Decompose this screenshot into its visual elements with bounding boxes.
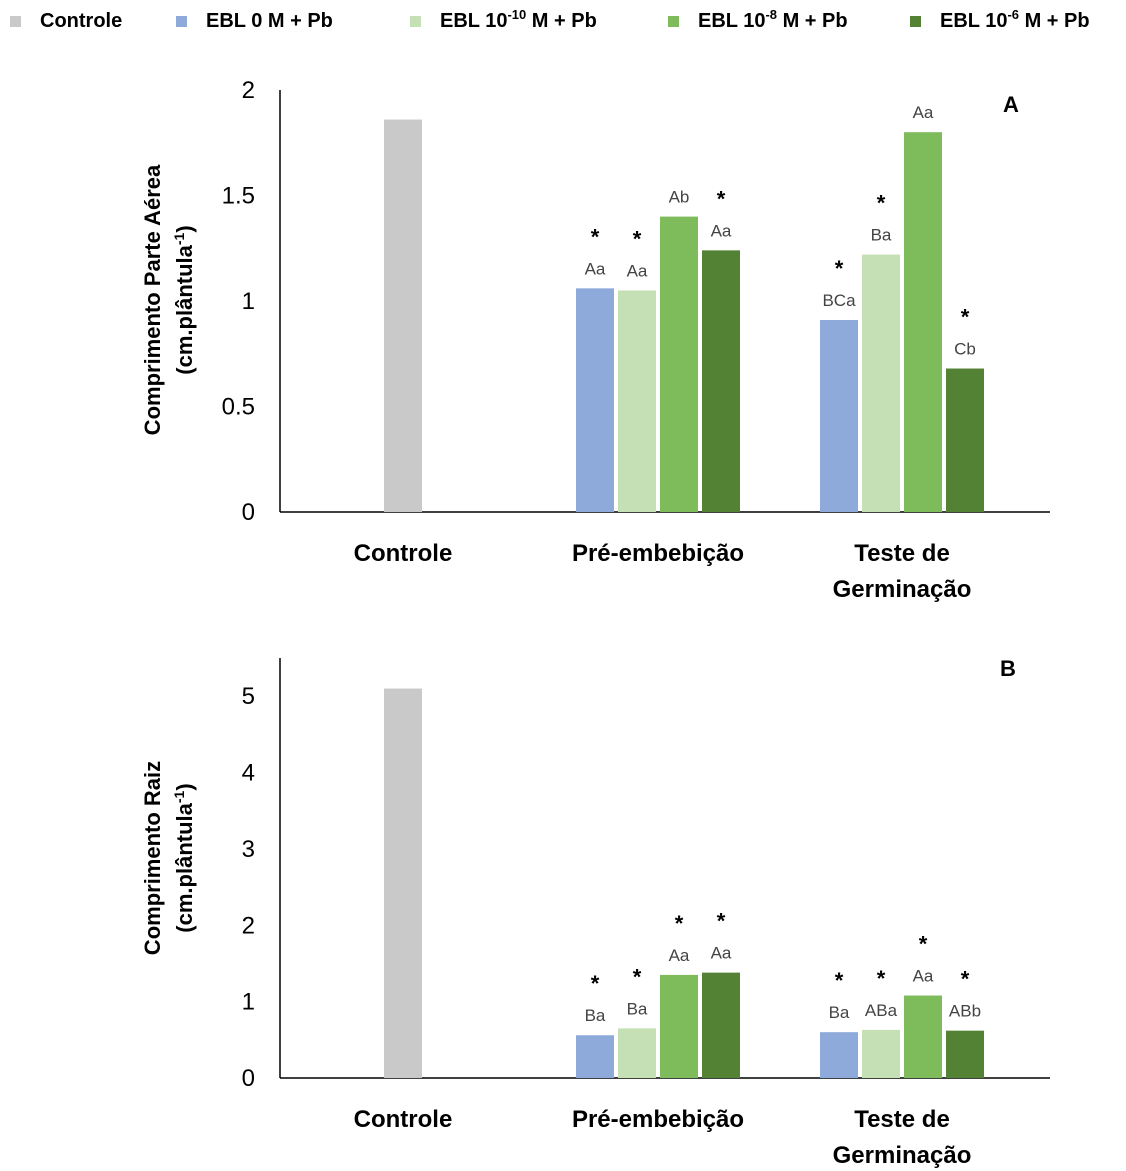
bar [702,250,740,513]
legend-label: EBL 0 M + Pb [206,10,333,32]
bar [384,119,422,512]
bar-letter-label: Aa [913,967,934,986]
y-axis-label: Comprimento Parte Aérea [140,164,165,435]
category-label: Pré-embebição [572,1106,744,1133]
y-tick-label: 0.5 [222,394,255,421]
significance-star: * [675,911,684,936]
significance-star: * [961,967,970,992]
significance-star: * [633,226,642,251]
legend-swatch [10,16,21,27]
bar-letter-label: ABa [865,1001,898,1020]
bar-letter-label: Ba [627,999,648,1018]
category-label: Teste de [854,1106,950,1133]
category-label: Germinação [833,576,972,603]
bar-letter-label: Aa [585,259,606,278]
bar-letter-label: Aa [669,946,690,965]
bar [618,290,656,512]
significance-star: * [835,256,844,281]
legend-label: EBL 10-8 M + Pb [698,7,848,32]
bar [862,254,900,512]
category-label: Teste de [854,540,950,567]
y-tick-label: 5 [242,683,255,710]
bar [384,688,422,1078]
legend-label: EBL 10-10 M + Pb [440,7,597,32]
legend-swatch [668,16,679,27]
legend-label: Controle [40,10,122,32]
bar [904,132,942,512]
bar-letter-label: Ba [829,1003,850,1022]
bar-letter-label: Ba [871,226,892,245]
chart-panel-b: 0 1 2 3 4 5 Comprimento Raiz (cm.plântula-1) B Co… [140,656,1050,1169]
bar [820,1032,858,1078]
bar [660,974,698,1078]
bar [576,288,614,512]
y-tick-label: 1.5 [222,183,255,210]
bar-letter-label: Aa [627,261,648,280]
y-tick-label: 1 [242,989,255,1016]
significance-star: * [961,305,970,330]
bar [618,1028,656,1078]
legend-swatch [410,16,421,27]
y-axis-label: Comprimento Raiz [140,761,165,955]
y-axis-unit-label: (cm.plântula-1) [171,783,197,932]
bar [660,216,698,512]
bar [576,1035,614,1078]
bar-letter-label: BCa [822,291,856,310]
significance-star: * [633,964,642,989]
y-tick-label: 1 [242,288,255,315]
chart-panel-a: 0 0.5 1 1.5 2 Comprimento Parte Aérea (cm.plân… [140,77,1050,603]
bar [820,319,858,512]
y-tick-label: 0 [242,499,255,526]
significance-star: * [919,932,928,957]
bar-letter-label: Cb [954,340,976,359]
category-label: Germinação [833,1142,972,1169]
bar [904,995,942,1078]
bar-letter-label: ABb [949,1002,981,1021]
panel-label: A [1003,92,1019,117]
bar-letter-label: Aa [711,944,732,963]
category-label: Pré-embebição [572,540,744,567]
legend-swatch [176,16,187,27]
legend-item: EBL 10-10 M + Pb [410,7,597,32]
significance-star: * [717,186,726,211]
legend-item: EBL 10-6 M + Pb [910,7,1090,32]
bar [946,1030,984,1078]
bar [862,1029,900,1078]
significance-star: * [877,191,886,216]
significance-star: * [591,971,600,996]
category-label: Controle [354,540,453,567]
significance-star: * [591,224,600,249]
legend-item: Controle [10,10,122,32]
bar-letter-label: Ab [669,188,690,207]
y-tick-label: 2 [242,77,255,104]
legend: Controle EBL 0 M + Pb EBL 10-10 M + Pb EBL … [10,7,1090,32]
legend-item: EBL 0 M + Pb [176,10,333,32]
y-tick-label: 3 [242,836,255,863]
panel-label: B [1000,656,1016,681]
bar [702,972,740,1078]
significance-star: * [835,968,844,993]
y-axis-unit-label: (cm.plântula-1) [171,225,197,374]
bar-letter-label: Aa [913,103,934,122]
legend-item: EBL 10-8 M + Pb [668,7,848,32]
bar [946,368,984,512]
bar-letter-label: Ba [585,1006,606,1025]
category-label: Controle [354,1106,453,1133]
bar-letter-label: Aa [711,221,732,240]
significance-star: * [877,966,886,991]
significance-star: * [717,909,726,934]
y-tick-label: 2 [242,912,255,939]
legend-swatch [910,16,921,27]
legend-label: EBL 10-6 M + Pb [940,7,1090,32]
y-tick-label: 4 [242,760,255,787]
y-tick-label: 0 [242,1065,255,1092]
